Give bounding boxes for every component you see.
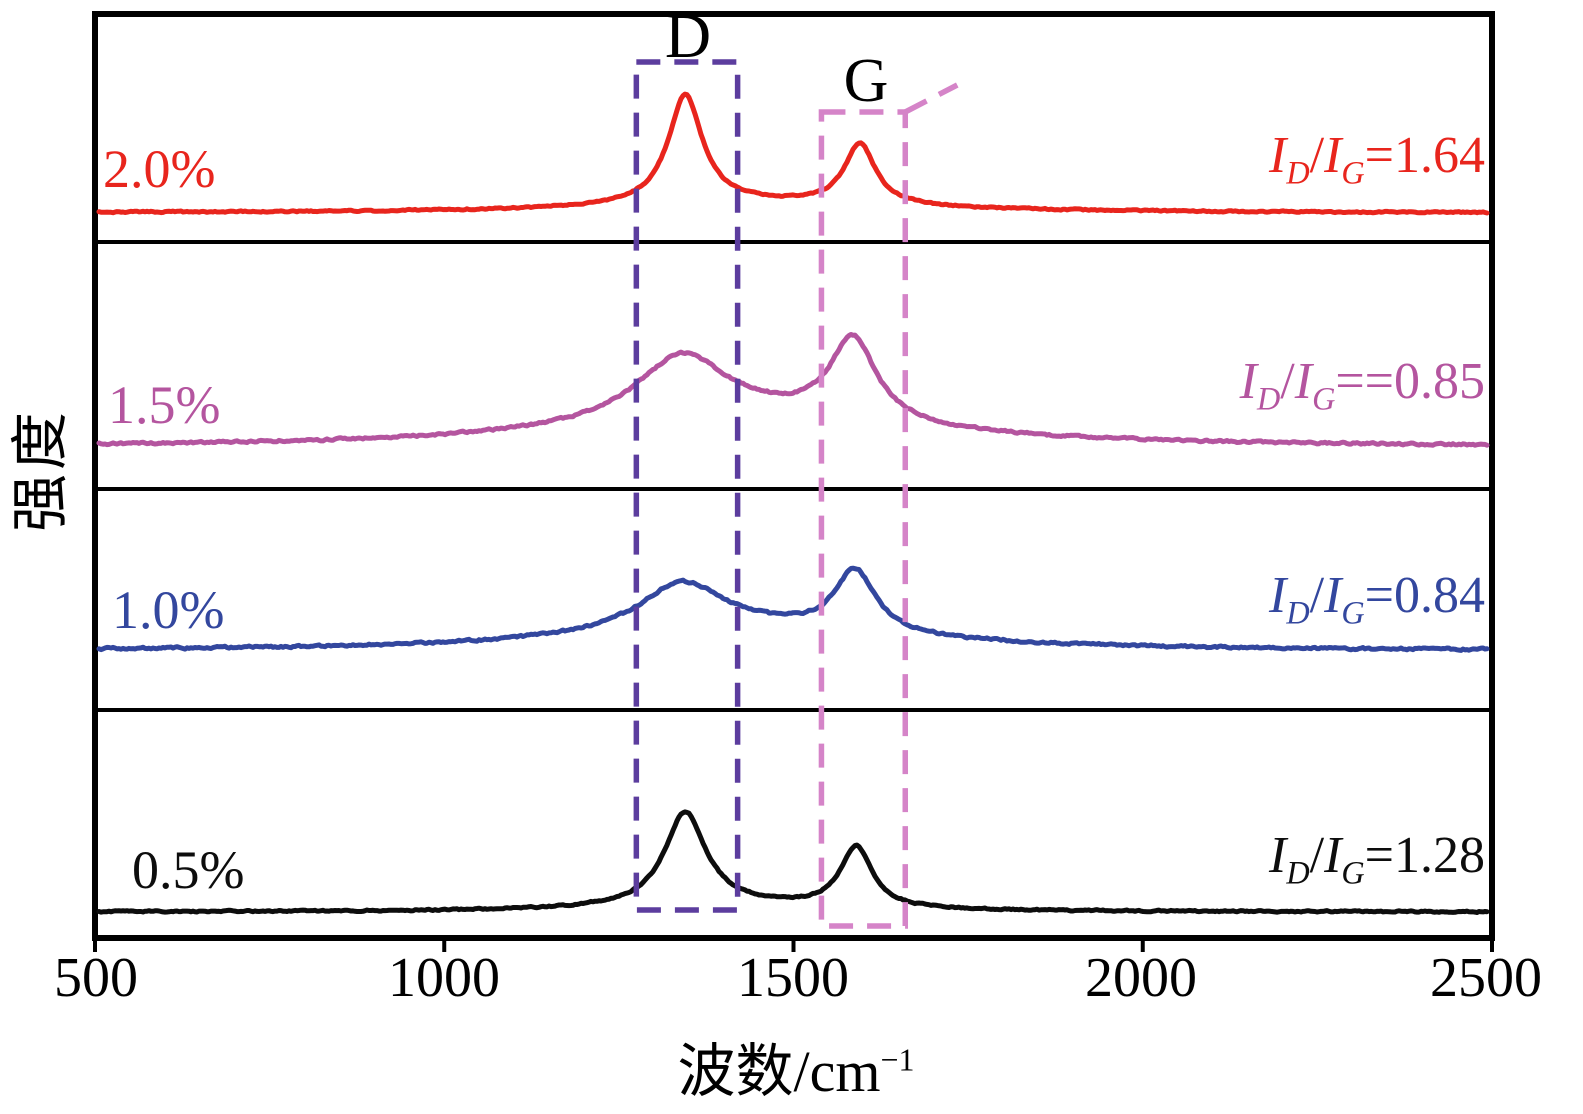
series-label-1-5-percent: 1.5% <box>108 375 221 435</box>
id-ig-ratio-1-5-percent: ID/IG==0.85 <box>1240 356 1485 415</box>
ratio-i-symbol: I <box>1239 353 1257 410</box>
ratio-value: ==0.85 <box>1335 353 1485 410</box>
ratio-i-symbol: I <box>1324 127 1342 184</box>
ratio-i-symbol: I <box>1324 567 1342 624</box>
ratio-slash: / <box>1309 567 1325 624</box>
ratio-slash: / <box>1309 827 1325 884</box>
ratio-g-subscript: G <box>1312 380 1336 417</box>
ratio-i-symbol: I <box>1269 827 1287 884</box>
ratio-slash: / <box>1280 353 1295 410</box>
series-label-0-5-percent: 0.5% <box>132 840 245 900</box>
ratio-g-subscript: G <box>1341 594 1365 631</box>
ratio-d-subscript: D <box>1286 154 1310 191</box>
id-ig-ratio-1-0-percent: ID/IG=0.84 <box>1269 570 1485 629</box>
series-label-1-0-percent: 1.0% <box>112 580 225 640</box>
ratio-value: =1.28 <box>1364 827 1485 884</box>
x-axis-label: 波数/cm−1 <box>678 1024 915 1108</box>
series-label-2-0-percent: 2.0% <box>103 139 216 199</box>
ratio-i-symbol: I <box>1294 353 1313 410</box>
x-axis-label-exponent: −1 <box>880 1042 915 1078</box>
ratio-g-subscript: G <box>1341 854 1365 891</box>
x-tick-2500: 2500 <box>1430 947 1542 1009</box>
ratio-d-subscript: D <box>1257 380 1281 417</box>
ratio-g-subscript: G <box>1341 154 1365 191</box>
y-axis-label: 强度 <box>8 407 73 533</box>
x-axis-label-text: 波数/cm <box>677 1039 881 1104</box>
g-band-label: G <box>843 47 889 115</box>
ratio-i-symbol: I <box>1269 127 1287 184</box>
ratio-slash: / <box>1309 127 1325 184</box>
ratio-value: =1.64 <box>1364 127 1485 184</box>
x-tick-1000: 1000 <box>388 947 500 1009</box>
x-tick-500: 500 <box>54 947 138 1009</box>
id-ig-ratio-0-5-percent: ID/IG=1.28 <box>1269 830 1485 889</box>
x-tick-1500: 1500 <box>737 947 849 1009</box>
d-band-label: D <box>664 0 712 71</box>
ratio-value: =0.84 <box>1364 567 1485 624</box>
x-tick-2000: 2000 <box>1085 947 1197 1009</box>
ratio-d-subscript: D <box>1286 594 1310 631</box>
ratio-i-symbol: I <box>1324 827 1342 884</box>
ratio-d-subscript: D <box>1286 854 1310 891</box>
ratio-i-symbol: I <box>1269 567 1287 624</box>
id-ig-ratio-2-0-percent: ID/IG=1.64 <box>1269 130 1485 189</box>
